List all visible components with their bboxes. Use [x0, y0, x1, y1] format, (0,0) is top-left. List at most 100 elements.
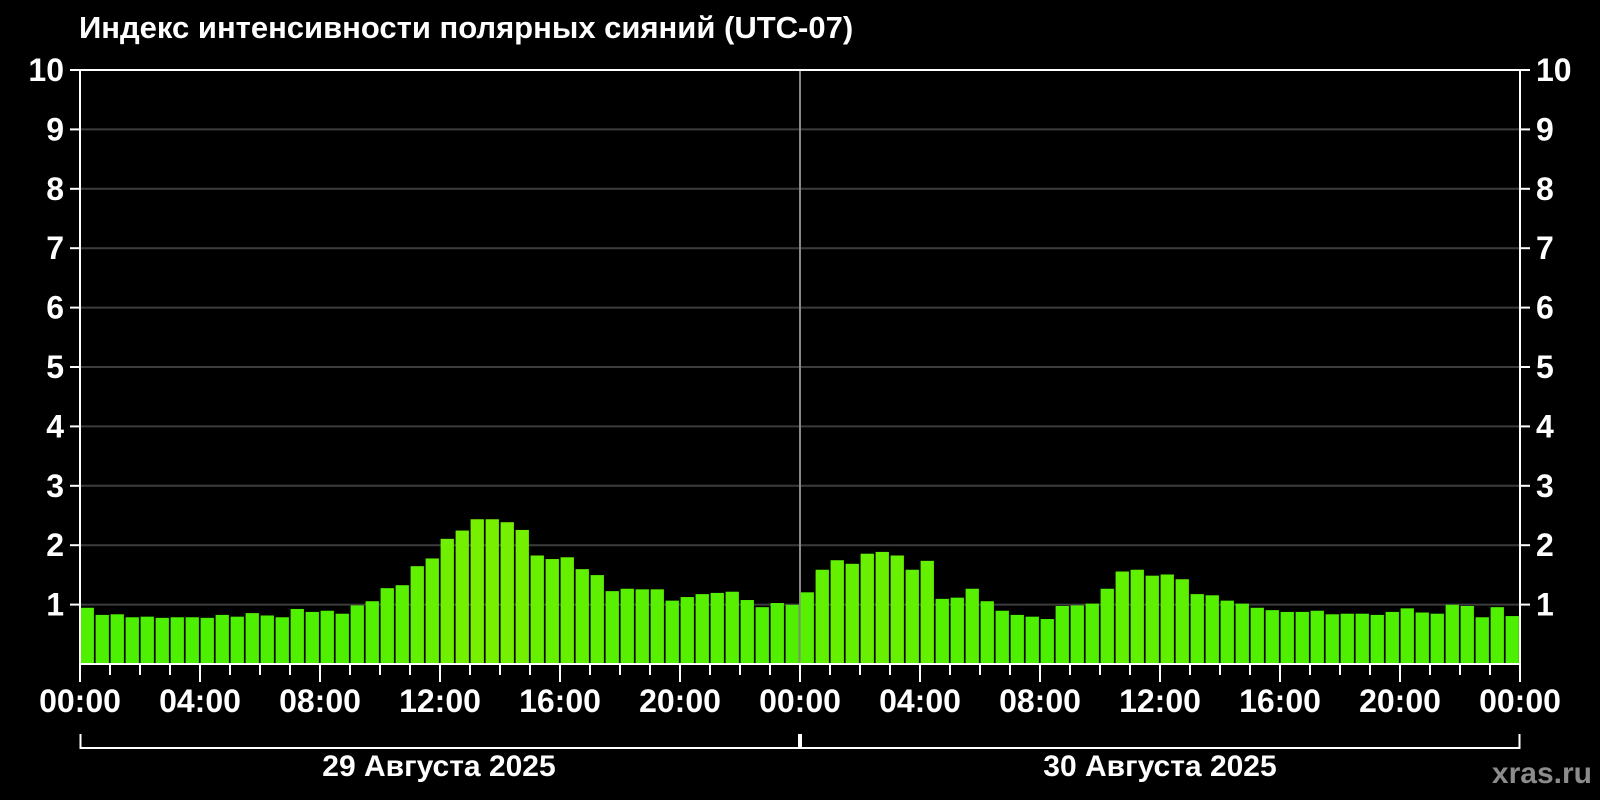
bar	[455, 530, 469, 663]
bar	[545, 559, 559, 663]
bar	[215, 614, 229, 663]
y-axis-label-left: 8	[46, 171, 64, 207]
bar	[725, 591, 739, 663]
y-axis-label-right: 7	[1536, 230, 1554, 266]
bar	[1085, 603, 1099, 663]
bar	[410, 566, 424, 663]
y-axis-label-right: 1	[1536, 587, 1554, 623]
bar	[1055, 605, 1069, 663]
bar	[350, 605, 364, 663]
bar	[1040, 619, 1054, 663]
bar	[575, 569, 589, 663]
bar	[695, 594, 709, 663]
bar	[185, 617, 199, 663]
bar	[860, 553, 874, 663]
bar	[665, 600, 679, 663]
bar	[620, 588, 634, 663]
bar	[260, 615, 274, 663]
chart-title: Индекс интенсивности полярных сияний (UT…	[79, 10, 854, 45]
bar	[1370, 614, 1384, 663]
bar	[1385, 611, 1399, 663]
bar	[110, 614, 124, 663]
bar	[905, 569, 919, 663]
bar	[1490, 607, 1504, 663]
bar	[965, 588, 979, 663]
bar	[1280, 611, 1294, 663]
bar	[305, 611, 319, 663]
bar	[95, 614, 109, 663]
bar	[755, 607, 769, 663]
bar	[155, 617, 169, 663]
bar	[740, 600, 754, 663]
bar	[680, 597, 694, 663]
y-axis-label-right: 6	[1536, 290, 1554, 326]
bar	[1400, 608, 1414, 663]
bar	[980, 601, 994, 663]
bar	[995, 610, 1009, 663]
bar	[530, 555, 544, 663]
bar	[950, 597, 964, 663]
bar	[845, 563, 859, 663]
bar	[515, 529, 529, 663]
date-label-day1: 29 Августа 2025	[322, 750, 556, 783]
bar	[1010, 614, 1024, 663]
bar	[800, 592, 814, 663]
bar	[335, 613, 349, 663]
bar	[380, 588, 394, 663]
y-axis-label-right: 3	[1536, 468, 1554, 504]
y-axis-label-right: 2	[1536, 527, 1554, 563]
day-bracket	[800, 734, 1521, 749]
bar	[830, 560, 844, 663]
bar	[1460, 605, 1474, 663]
bar	[1175, 579, 1189, 663]
bar	[1340, 613, 1354, 663]
y-axis-label-left: 2	[46, 527, 64, 563]
x-axis-time-label: 16:00	[519, 683, 601, 719]
x-axis-time-label: 00:00	[759, 683, 841, 719]
bar	[1475, 617, 1489, 663]
x-axis-time-label: 12:00	[399, 683, 481, 719]
bar	[935, 598, 949, 663]
watermark: xras.ru	[1491, 757, 1592, 790]
bar	[875, 551, 889, 663]
x-axis-time-label: 00:00	[1479, 683, 1561, 719]
y-axis-label-right: 5	[1536, 349, 1554, 385]
bar	[1100, 588, 1114, 663]
bar	[785, 604, 799, 663]
bar	[815, 569, 829, 663]
bar	[635, 589, 649, 663]
y-axis-label-right: 8	[1536, 171, 1554, 207]
y-axis-label-left: 6	[46, 290, 64, 326]
x-axis-time-label: 12:00	[1119, 683, 1201, 719]
bar	[710, 592, 724, 663]
x-axis-time-label: 20:00	[639, 683, 721, 719]
y-axis-label-left: 3	[46, 468, 64, 504]
bar	[590, 575, 604, 663]
x-axis-time-label: 20:00	[1359, 683, 1441, 719]
bar	[290, 608, 304, 663]
bar	[1250, 607, 1264, 663]
bar	[125, 617, 139, 663]
bar	[170, 617, 184, 663]
y-axis-label-right: 4	[1536, 408, 1554, 444]
bar	[1235, 603, 1249, 663]
y-axis-label-left: 5	[46, 349, 64, 385]
y-axis-label-left: 10	[28, 52, 64, 88]
bar	[1445, 604, 1459, 663]
bar	[605, 591, 619, 663]
bar	[1430, 613, 1444, 663]
y-axis-label-left: 7	[46, 230, 64, 266]
bar	[230, 616, 244, 663]
bar	[1115, 571, 1129, 663]
bar	[440, 538, 454, 663]
bar	[500, 522, 514, 663]
bar	[485, 519, 499, 663]
x-axis-time-label: 00:00	[39, 683, 121, 719]
bar	[1070, 605, 1084, 663]
bar	[395, 585, 409, 663]
x-axis-time-label: 08:00	[999, 683, 1081, 719]
bar	[1190, 594, 1204, 663]
bar	[320, 610, 334, 663]
bar	[1160, 574, 1174, 663]
